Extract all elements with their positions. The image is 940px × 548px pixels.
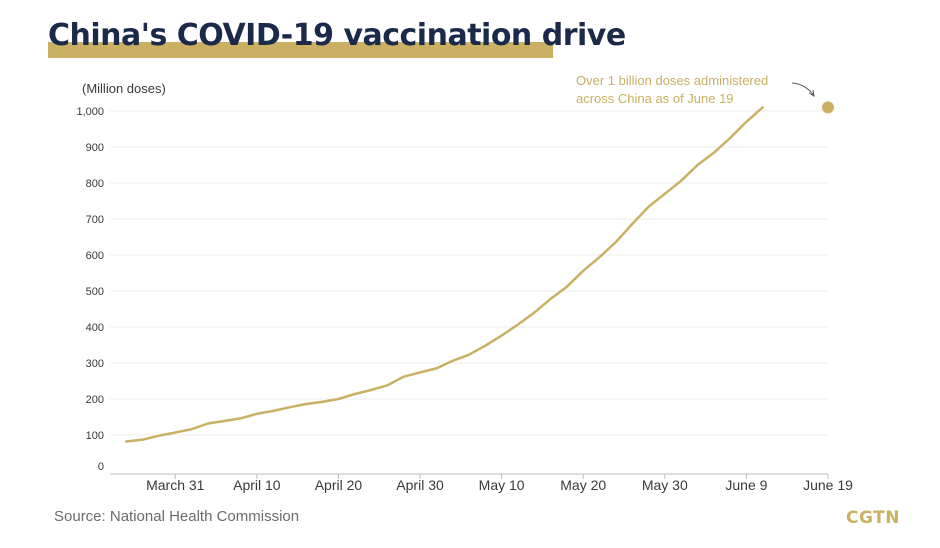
cgtn-logo: CGTN bbox=[846, 508, 900, 528]
x-tick-label: June 19 bbox=[803, 477, 853, 493]
y-tick-label: 700 bbox=[86, 214, 104, 226]
y-tick-label: 600 bbox=[86, 250, 104, 262]
y-tick-label: 1,000 bbox=[76, 106, 104, 118]
x-tick-label: May 30 bbox=[642, 477, 688, 493]
y-tick-label: 400 bbox=[86, 322, 104, 334]
x-tick-label: March 31 bbox=[146, 477, 205, 493]
x-tick-label: April 10 bbox=[233, 477, 281, 493]
x-tick-label: April 30 bbox=[396, 477, 444, 493]
y-tick-label: 800 bbox=[86, 178, 104, 190]
y-tick-label: 300 bbox=[86, 358, 104, 370]
title-block: China's COVID-19 vaccination drive bbox=[48, 18, 626, 58]
title-highlight-bar bbox=[48, 42, 553, 58]
source-note: Source: National Health Commission bbox=[54, 508, 300, 525]
last-point-marker bbox=[822, 101, 834, 114]
y-tick-label: 0 bbox=[98, 461, 104, 473]
annotation-text-line2: across China as of June 19 bbox=[576, 91, 734, 106]
y-tick-label: 500 bbox=[86, 286, 104, 298]
y-tick-label: 100 bbox=[86, 430, 104, 442]
y-axis-label: (Million doses) bbox=[82, 81, 166, 96]
y-tick-label: 200 bbox=[86, 394, 104, 406]
x-tick-label: April 20 bbox=[315, 477, 363, 493]
y-tick-label: 900 bbox=[86, 142, 104, 154]
chart-title: China's COVID-19 vaccination drive bbox=[48, 18, 626, 53]
x-tick-label: May 10 bbox=[479, 477, 525, 493]
series-line bbox=[125, 106, 764, 443]
annotation-text-line1: Over 1 billion doses administered bbox=[576, 73, 768, 88]
x-tick-label: June 9 bbox=[725, 477, 767, 493]
annotation-arrow bbox=[791, 82, 815, 97]
x-tick-label: May 20 bbox=[560, 477, 606, 493]
annotation-arrow-head bbox=[808, 89, 815, 97]
